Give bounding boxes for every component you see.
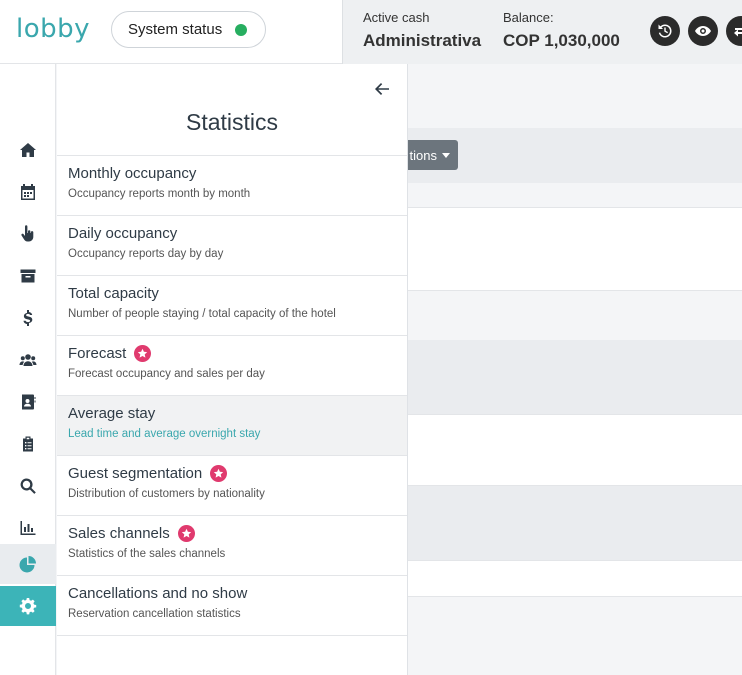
calendar-icon xyxy=(21,184,35,200)
menu-item-title: Monthly occupancy xyxy=(68,163,396,183)
premium-star-icon xyxy=(210,464,228,482)
sidebar-item-finance[interactable] xyxy=(0,298,56,338)
sidebar-item-guests[interactable] xyxy=(0,340,56,380)
menu-item-title-text: Cancellations and no show xyxy=(68,584,248,602)
statistics-menu-item[interactable]: Forecast Forecast occupancy and sales per… xyxy=(57,336,407,396)
clipboard-icon xyxy=(23,436,33,452)
background-row xyxy=(407,560,742,597)
cash-summary: Active cash Administrativa Balance: COP … xyxy=(342,0,742,64)
active-cash-label: Active cash xyxy=(363,10,430,25)
sidebar-item-statistics[interactable] xyxy=(0,544,56,584)
contact-book-icon xyxy=(22,394,36,410)
sidebar-item-archive[interactable] xyxy=(0,256,56,296)
sidebar-item-calendar[interactable] xyxy=(0,172,56,212)
premium-star-icon xyxy=(177,524,195,542)
menu-item-subtitle: Distribution of customers by nationality xyxy=(68,488,265,500)
premium-star-icon xyxy=(134,344,152,362)
sidebar-item-contacts[interactable] xyxy=(0,382,56,422)
actions-dropdown-button[interactable]: tions xyxy=(407,140,458,170)
statistics-menu-item[interactable]: Total capacity Number of people staying /… xyxy=(57,276,407,336)
statistics-menu: Monthly occupancy Occupancy reports month… xyxy=(57,155,407,636)
menu-item-subtitle: Reservation cancellation statistics xyxy=(68,608,241,620)
sidebar-item-checkin[interactable] xyxy=(0,214,56,254)
sidebar xyxy=(0,64,56,675)
history-button[interactable] xyxy=(650,16,680,46)
sidebar-item-reports[interactable] xyxy=(0,508,56,548)
users-icon xyxy=(19,354,37,366)
menu-item-title-text: Monthly occupancy xyxy=(68,164,197,182)
menu-item-subtitle: Occupancy reports month by month xyxy=(68,188,251,200)
menu-item-title: Forecast xyxy=(68,343,396,363)
hand-pointer-icon xyxy=(21,225,34,242)
background-section xyxy=(407,486,742,560)
menu-item-title-text: Daily occupancy xyxy=(68,224,178,242)
menu-item-title-text: Total capacity xyxy=(68,284,159,302)
balance-label: Balance: xyxy=(503,10,554,25)
caret-down-icon xyxy=(442,152,450,158)
transfer-icon xyxy=(734,28,742,37)
menu-item-title-text: Forecast xyxy=(68,344,127,362)
active-cash-value: Administrativa xyxy=(363,31,482,50)
statistics-menu-item[interactable]: Average stay Lead time and average overni… xyxy=(57,396,407,456)
view-button[interactable] xyxy=(688,16,718,46)
statistics-menu-item[interactable]: Daily occupancy Occupancy reports day by … xyxy=(57,216,407,276)
sidebar-item-search[interactable] xyxy=(0,466,56,506)
archive-icon xyxy=(20,269,36,283)
menu-item-title: Guest segmentation xyxy=(68,463,396,483)
dollar-icon xyxy=(23,310,33,326)
system-status-label: System status xyxy=(128,21,223,38)
history-icon xyxy=(658,24,672,38)
menu-item-subtitle: Lead time and average overnight stay xyxy=(68,428,261,440)
home-icon xyxy=(20,143,36,157)
background-section xyxy=(407,340,742,414)
menu-item-title: Daily occupancy xyxy=(68,223,396,243)
sidebar-item-home[interactable] xyxy=(0,130,56,170)
balance-block: Balance: COP 1,030,000 xyxy=(503,10,620,51)
menu-item-title-text: Sales channels xyxy=(68,524,170,542)
menu-item-subtitle: Number of people staying / total capacit… xyxy=(68,308,336,320)
balance-value: COP 1,030,000 xyxy=(503,31,620,50)
menu-item-title-text: Average stay xyxy=(68,404,156,422)
statistics-menu-item[interactable]: Monthly occupancy Occupancy reports month… xyxy=(57,156,407,216)
sidebar-item-settings[interactable] xyxy=(0,586,56,626)
menu-item-title-text: Guest segmentation xyxy=(68,464,203,482)
sidebar-item-tasks[interactable] xyxy=(0,424,56,464)
menu-item-subtitle: Forecast occupancy and sales per day xyxy=(68,368,265,380)
background-row xyxy=(407,207,742,291)
top-bar: lobby System status Active cash Administ… xyxy=(0,0,742,64)
transfer-button[interactable] xyxy=(726,16,742,46)
panel-title: Statistics xyxy=(185,109,279,135)
menu-item-title: Average stay xyxy=(68,403,396,423)
status-indicator-dot xyxy=(235,24,247,36)
pie-chart-icon xyxy=(19,556,36,573)
background-toolbar xyxy=(407,128,742,183)
statistics-panel: Statistics Monthly occupancy Occupancy re… xyxy=(57,64,408,675)
statistics-menu-item[interactable]: Sales channels Statistics of the sales ch… xyxy=(57,516,407,576)
menu-item-subtitle: Statistics of the sales channels xyxy=(68,548,226,560)
statistics-menu-item[interactable]: Cancellations and no show Reservation can… xyxy=(57,576,407,636)
background-row xyxy=(407,414,742,486)
actions-label: tions xyxy=(409,147,437,163)
back-arrow-icon[interactable] xyxy=(373,80,391,98)
menu-item-title: Sales channels xyxy=(68,523,396,543)
bar-chart-icon xyxy=(20,521,36,535)
menu-item-title: Total capacity xyxy=(68,283,396,303)
system-status-button[interactable]: System status xyxy=(111,11,266,48)
active-cash-block: Active cash Administrativa xyxy=(363,10,481,51)
app-logo[interactable]: lobby xyxy=(16,14,91,44)
statistics-menu-item[interactable]: Guest segmentation Distribution of custom… xyxy=(57,456,407,516)
search-icon xyxy=(20,478,36,494)
menu-item-subtitle: Occupancy reports day by day xyxy=(68,248,224,260)
eye-icon xyxy=(695,26,711,36)
gear-icon xyxy=(19,598,37,615)
menu-item-title: Cancellations and no show xyxy=(68,583,396,603)
